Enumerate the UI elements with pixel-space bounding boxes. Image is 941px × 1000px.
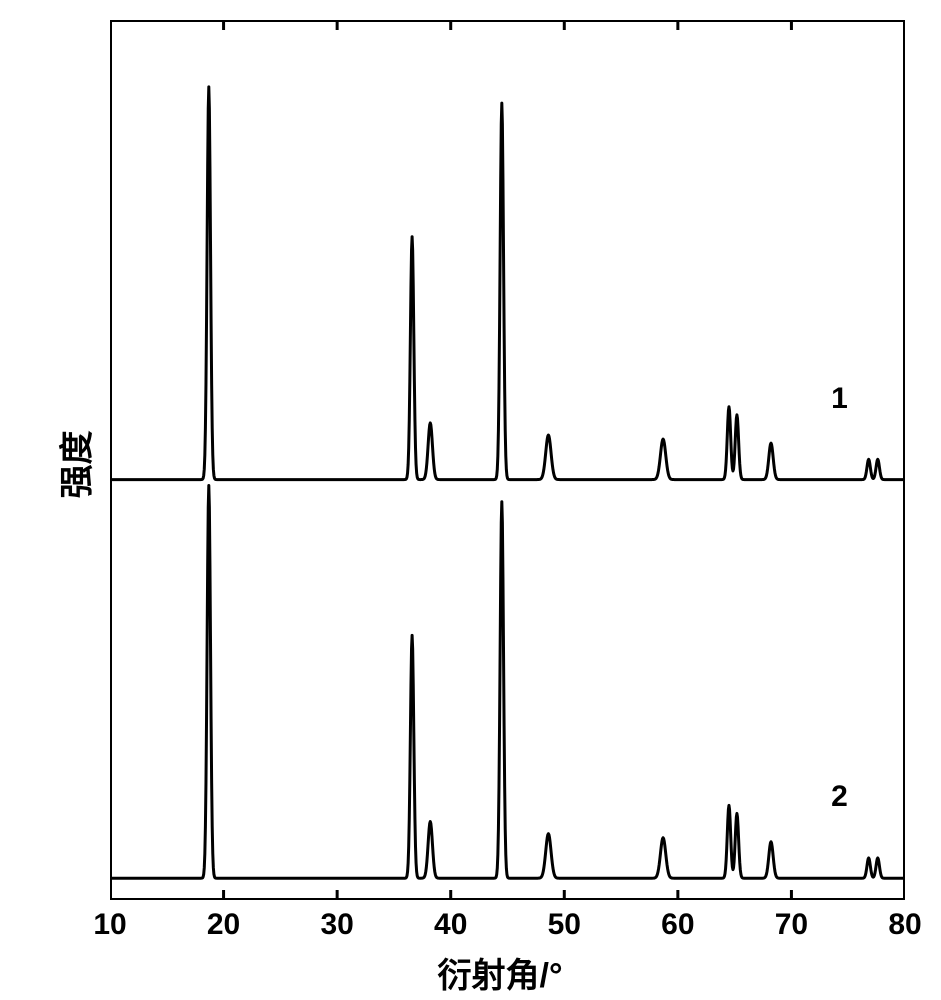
plot-border [110,20,905,900]
x-tick-label: 70 [766,908,816,942]
x-tick-label: 30 [312,908,362,942]
x-tick-label: 20 [199,908,249,942]
x-tick-label: 40 [426,908,476,942]
xrd-trace-2 [110,486,905,879]
series-label-1: 1 [831,382,848,416]
xrd-figure: 强度 衍射角/° 10 20 30 40 50 60 70 80 1 2 [0,0,941,1000]
y-axis-label: 强度 [50,431,99,499]
xrd-trace-1 [110,87,905,480]
x-tick-label: 80 [880,908,930,942]
x-axis-label: 衍射角/° [438,948,563,997]
series-label-2: 2 [831,780,848,814]
x-tick-label: 50 [539,908,589,942]
x-tick-label: 10 [85,908,135,942]
plot-svg [110,20,905,900]
x-tick-label: 60 [653,908,703,942]
